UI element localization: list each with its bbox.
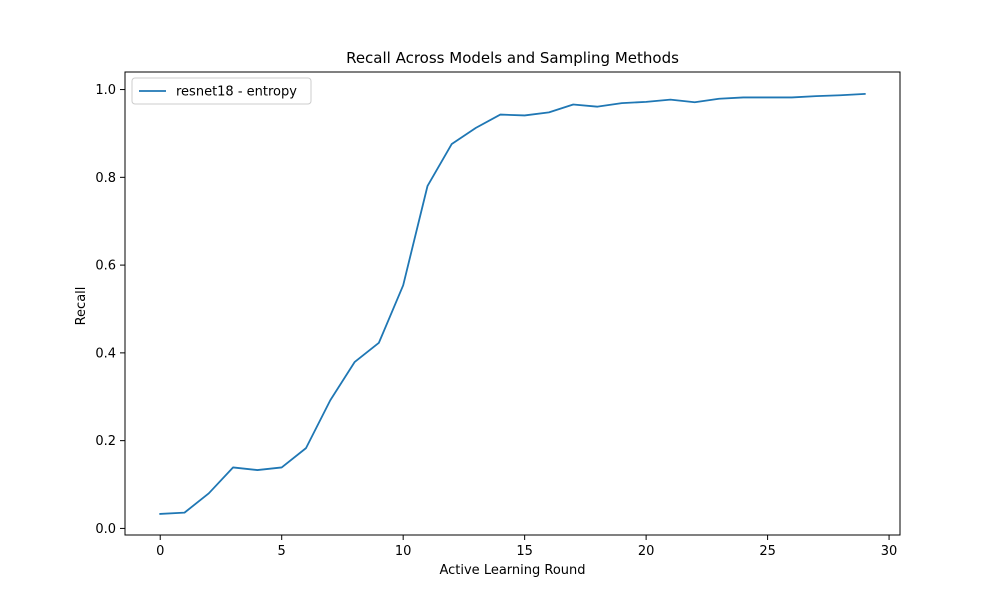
data-point [500, 114, 502, 116]
data-point [840, 94, 842, 96]
data-point [451, 143, 453, 145]
plot-area [124, 71, 901, 536]
chart-title: Recall Across Models and Sampling Method… [346, 49, 679, 67]
data-point [742, 97, 744, 99]
data-point [329, 399, 331, 401]
data-point [670, 99, 672, 101]
y-axis: 0.0 0.2 0.4 0.6 0.8 1.0 [95, 83, 125, 537]
x-tick-label: 20 [638, 544, 655, 559]
legend-entry: resnet18 - entropy [176, 85, 297, 100]
series-line-0 [159, 92, 866, 515]
series-layer [159, 92, 866, 515]
x-tick-label: 30 [881, 544, 898, 559]
legend-box [131, 77, 312, 105]
data-point [621, 102, 623, 104]
data-point [597, 106, 599, 108]
x-tick-label: 5 [278, 544, 286, 559]
data-point [427, 185, 429, 187]
data-point [208, 493, 210, 495]
y-tick-label: 0.2 [95, 434, 116, 449]
data-point [232, 467, 234, 469]
data-point [548, 112, 550, 114]
x-tick-label: 0 [156, 544, 164, 559]
y-tick-label: 0.4 [95, 346, 116, 361]
data-point [257, 469, 259, 471]
data-point [864, 93, 866, 95]
data-point [572, 104, 574, 106]
data-point [159, 513, 161, 515]
plot-frame [124, 71, 901, 536]
x-tick-label: 25 [759, 544, 776, 559]
x-axis-label: Active Learning Round [439, 563, 585, 578]
y-tick-label: 0.0 [95, 522, 116, 537]
y-tick-label: 0.6 [95, 259, 116, 274]
data-point [305, 447, 307, 449]
legend: resnet18 - entropy [131, 77, 312, 105]
data-point [354, 361, 356, 363]
x-axis: 0 5 10 15 20 25 30 [156, 535, 897, 559]
data-point [378, 342, 380, 344]
data-point [767, 97, 769, 99]
y-tick-label: 1.0 [95, 83, 116, 98]
y-tick-label: 0.8 [95, 171, 116, 186]
data-point [281, 467, 283, 469]
data-point [815, 95, 817, 97]
data-point [184, 512, 186, 514]
data-point [524, 115, 526, 117]
data-point [402, 284, 404, 286]
data-point [645, 101, 647, 103]
x-tick-label: 10 [395, 544, 412, 559]
y-axis-label: Recall [74, 287, 89, 326]
data-point [791, 97, 793, 99]
data-point [694, 101, 696, 103]
data-point [718, 98, 720, 100]
data-point [475, 127, 477, 129]
x-tick-label: 15 [516, 544, 533, 559]
